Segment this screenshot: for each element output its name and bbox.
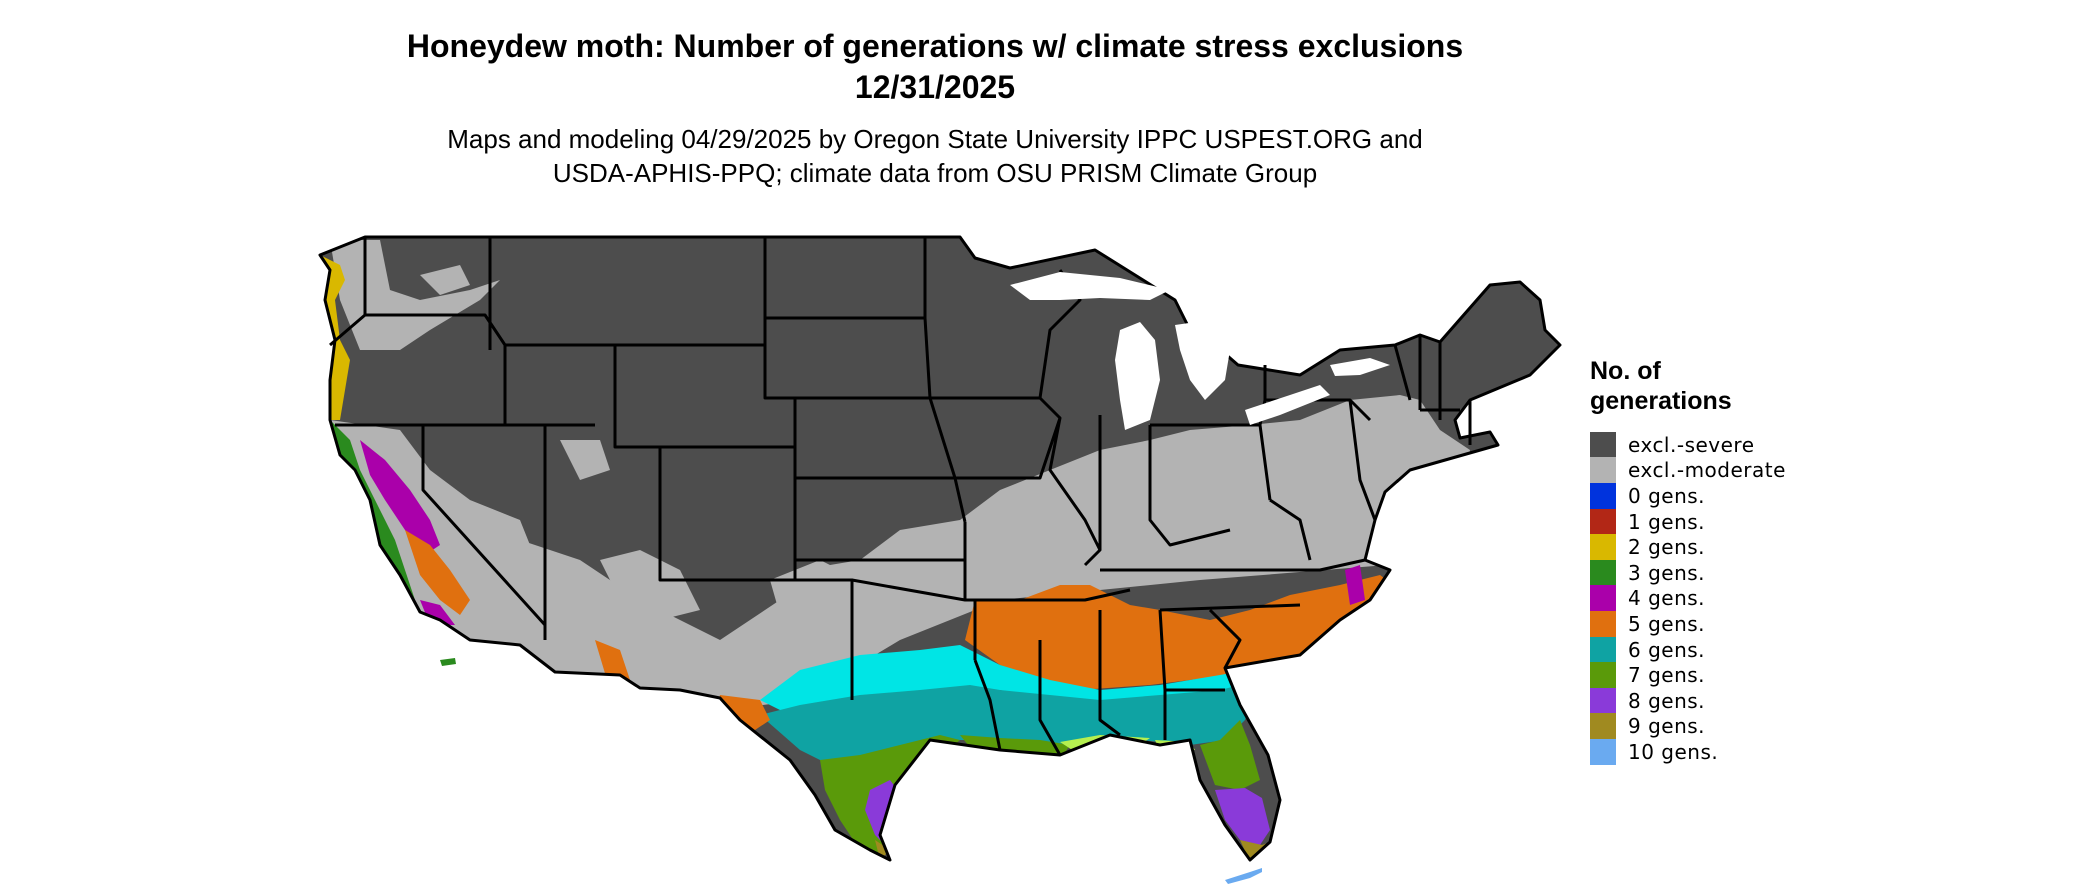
legend-item: 3 gens. — [1590, 559, 1890, 586]
zone-7-gens-fl — [1200, 720, 1260, 790]
legend-item: 2 gens. — [1590, 534, 1890, 561]
legend-title: No. of generations — [1590, 356, 1890, 416]
channel-islands — [440, 658, 456, 666]
legend-items: excl.-severe excl.-moderate 0 gens. 1 gens.… — [1590, 431, 1890, 765]
legend-label: 2 gens. — [1628, 535, 1706, 560]
legend-label: 7 gens. — [1628, 663, 1706, 688]
legend-swatch — [1590, 482, 1616, 509]
zone-6-gens-gulf — [760, 680, 1260, 770]
legend-item: excl.-moderate — [1590, 457, 1890, 484]
legend-swatch — [1590, 636, 1616, 663]
map-subtitle: Maps and modeling 04/29/2025 by Oregon S… — [0, 122, 1870, 190]
great-lakes — [1010, 272, 1390, 430]
lake-huron — [1175, 320, 1230, 400]
legend-title-line-2: generations — [1590, 387, 1732, 415]
legend-label: 1 gens. — [1628, 509, 1706, 534]
legend-swatch — [1590, 585, 1616, 612]
title-line-1: Honeydew moth: Number of generations w/ … — [406, 28, 1464, 64]
legend-label: 4 gens. — [1628, 586, 1706, 611]
legend-swatch — [1590, 610, 1616, 637]
legend-swatch — [1590, 508, 1616, 535]
legend-item: 9 gens. — [1590, 713, 1890, 740]
zone-excl-moderate-az — [600, 550, 700, 620]
legend-item: 1 gens. — [1590, 508, 1890, 535]
legend-swatch — [1590, 534, 1616, 561]
legend-swatch — [1590, 559, 1616, 586]
lake-superior — [1010, 272, 1170, 300]
legend: No. of generations excl.-severe excl.-mod… — [1590, 356, 1890, 765]
legend-label: 5 gens. — [1628, 611, 1706, 636]
legend-label: excl.-moderate — [1628, 458, 1786, 483]
legend-label: excl.-severe — [1628, 432, 1755, 457]
zone-4-gens-ca — [360, 440, 440, 555]
legend-item: 0 gens. — [1590, 482, 1890, 509]
legend-item: 7 gens. — [1590, 662, 1890, 689]
legend-item: 8 gens. — [1590, 687, 1890, 714]
legend-item: excl.-severe — [1590, 431, 1890, 458]
zone-excl-moderate-nw — [330, 240, 500, 350]
subtitle-line-2: USDA-APHIS-PPQ; climate data from OSU PR… — [552, 158, 1318, 188]
zone-5-gens-ca — [405, 530, 470, 615]
legend-label: 10 gens. — [1628, 739, 1719, 764]
zone-8-gens-fl — [1215, 788, 1270, 845]
title-line-2: 12/31/2025 — [854, 69, 1016, 105]
map-title: Honeydew moth: Number of generations w/ … — [0, 26, 1870, 108]
lake-erie — [1245, 385, 1330, 425]
legend-label: 3 gens. — [1628, 560, 1706, 585]
lake-michigan — [1115, 322, 1160, 430]
us-generations-map — [318, 235, 1562, 884]
legend-item: 10 gens. — [1590, 738, 1890, 765]
legend-title-line-1: No. of — [1590, 357, 1661, 385]
zone-excl-moderate-nw2 — [420, 265, 470, 295]
legend-swatch — [1590, 713, 1616, 740]
florida-keys — [1225, 868, 1262, 884]
legend-label: 8 gens. — [1628, 688, 1706, 713]
legend-swatch — [1590, 738, 1616, 765]
zone-excl-moderate-ut — [560, 440, 610, 480]
legend-item: 5 gens. — [1590, 610, 1890, 637]
legend-item: 4 gens. — [1590, 585, 1890, 612]
subtitle-line-1: Maps and modeling 04/29/2025 by Oregon S… — [447, 124, 1423, 154]
legend-swatch — [1590, 687, 1616, 714]
legend-label: 9 gens. — [1628, 714, 1706, 739]
legend-item: 6 gens. — [1590, 636, 1890, 663]
state-borders — [318, 235, 1562, 862]
legend-swatch — [1590, 457, 1616, 484]
zone-4-gens-va — [1345, 565, 1365, 605]
legend-label: 6 gens. — [1628, 637, 1706, 662]
zone-excl-moderate-south — [320, 395, 1470, 720]
legend-label: 0 gens. — [1628, 483, 1706, 508]
lake-ontario — [1330, 358, 1390, 376]
legend-swatch — [1590, 662, 1616, 689]
legend-swatch — [1590, 431, 1616, 458]
